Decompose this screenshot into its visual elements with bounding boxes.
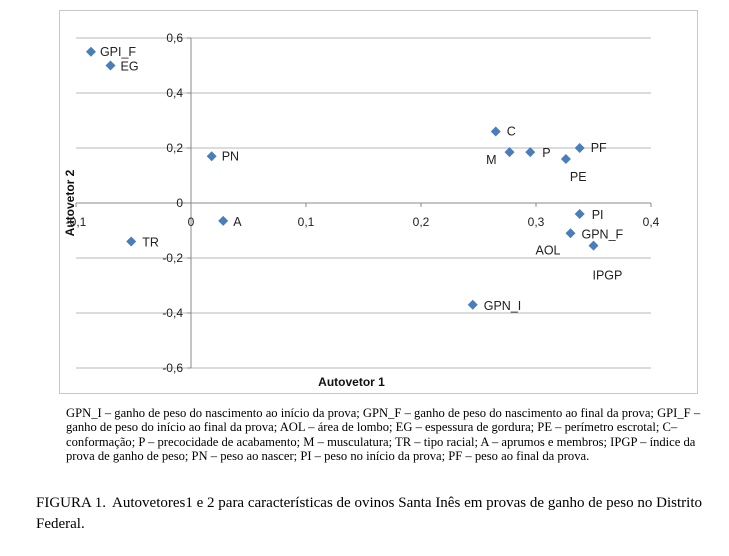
data-point-tr: [126, 236, 137, 247]
point-label-pi: PI: [592, 208, 604, 222]
point-label-pn: PN: [222, 149, 239, 163]
data-points: [85, 46, 599, 310]
axes: [75, 37, 652, 369]
point-label-ipgp: IPGP: [593, 269, 623, 283]
data-point-pe: [560, 154, 571, 164]
figure-caption-text: Autovetores1 e 2 para características de…: [36, 495, 702, 532]
figure-label: FIGURA 1.: [36, 495, 107, 511]
figure-caption: FIGURA 1. Autovetores1 e 2 para caracterí…: [36, 493, 702, 535]
data-point-pf: [574, 143, 585, 153]
data-point-p: [525, 147, 536, 158]
y-tick-label: 0,4: [166, 86, 183, 100]
data-point-gpn-i: [467, 299, 478, 310]
data-point-m: [504, 147, 515, 158]
x-tick-label: 0,2: [413, 215, 430, 229]
chart-frame: [59, 10, 698, 394]
x-tick-label: 0,3: [528, 215, 545, 229]
data-point-ipgp: [588, 240, 599, 251]
point-label-pf: PF: [591, 141, 607, 155]
point-label-aol: AOL: [535, 243, 560, 257]
data-point-eg: [105, 60, 116, 71]
point-label-m: M: [486, 153, 496, 167]
point-label-pe: PE: [570, 170, 587, 184]
x-tick-label: 0,1: [298, 215, 315, 229]
point-label-tr: TR: [142, 236, 159, 250]
data-point-gpi-f: [85, 46, 96, 57]
point-label-eg: EG: [121, 60, 139, 74]
abbreviation-legend: GPN_I – ganho de peso do nascimento ao i…: [66, 406, 701, 463]
point-label-gpn-f: GPN_F: [582, 227, 624, 241]
point-label-gpi-f: GPI_F: [100, 45, 136, 59]
x-tick-label: -0,1: [66, 215, 87, 229]
point-label-p: P: [542, 146, 550, 160]
point-label-c: C: [507, 125, 516, 139]
y-tick-label: 0,6: [166, 31, 183, 45]
y-axis-title: Autovetor 2: [63, 169, 77, 236]
scatter-chart: 0,60,40,20-0,2-0,4-0,6-0,1 0 0,1 0,2 0,3 0,4 …: [63, 31, 660, 389]
data-point-c: [490, 126, 501, 137]
data-point-pn: [206, 151, 217, 162]
point-label-gpn-i: GPN_I: [484, 299, 522, 313]
y-tick-label: -0,2: [162, 251, 183, 265]
y-tick-label: 0,2: [166, 141, 183, 155]
tick-labels: 0,6 0,4 0,2 0 -0,2 -0,4 -0,6 -0,1 0 0,1 0,2 0,3 0,4: [66, 31, 660, 375]
data-point-pi: [574, 209, 585, 219]
data-point-gpn-f: [565, 228, 576, 239]
point-label-a: A: [233, 215, 242, 229]
data-point-a: [218, 215, 229, 226]
y-tick-label: -0,6: [162, 361, 183, 375]
x-tick-label: 0,4: [643, 215, 660, 229]
point-labels: GPI_FEG PN A TR CM P PF PE PI GPN_F AOL IPGP GPN_I: [100, 45, 624, 313]
y-tick-label: 0: [176, 196, 183, 210]
x-axis-title: Autovetor 1: [318, 375, 385, 389]
y-tick-label: -0,4: [162, 306, 183, 320]
x-tick-label: 0: [188, 215, 195, 229]
